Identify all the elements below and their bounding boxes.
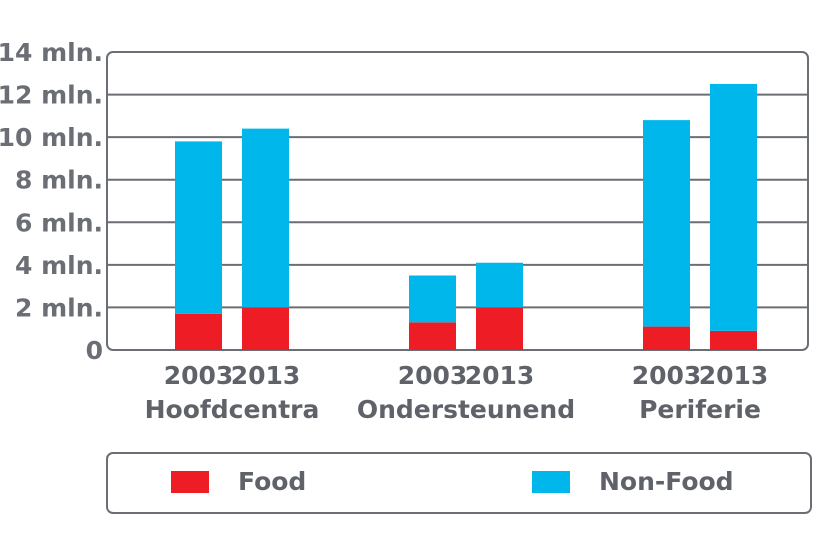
gridlines [107,93,808,309]
y-tick-label: 6 mln. [15,208,103,237]
bar-non-food-hoofdcentra-2013 [242,128,289,308]
plot-area [106,51,809,351]
legend-label-non-food: Non-Food [599,467,734,496]
bar-non-food-periferie-2013 [710,83,757,331]
bar-non-food-periferie-2003 [643,120,690,327]
legend-frame [106,452,812,514]
x-group-label: Periferie [639,395,761,424]
x-tick-year: 2013 [699,361,769,390]
x-tick-year: 2003 [398,361,468,390]
y-tick-label: 4 mln. [15,251,103,280]
y-tick-label: 8 mln. [15,166,103,195]
y-tick-label: 10 mln. [0,123,103,152]
legend-swatch-food [171,471,209,493]
bar-non-food-ondersteunend-2013 [476,262,523,308]
bar-food-periferie-2003 [643,326,690,350]
x-axis: 20032013Hoofdcentra20032013Ondersteunend… [145,361,769,424]
bar-food-periferie-2013 [710,330,757,350]
x-tick-year: 2013 [465,361,535,390]
y-tick-label: 2 mln. [15,293,103,322]
bars [175,83,757,350]
legend-label-food: Food [238,467,306,496]
bar-non-food-hoofdcentra-2003 [175,141,222,314]
legend-swatch-non-food [532,471,570,493]
x-tick-year: 2003 [632,361,702,390]
x-tick-year: 2013 [231,361,301,390]
y-tick-label: 12 mln. [0,81,103,110]
x-tick-year: 2003 [164,361,234,390]
x-group-label: Hoofdcentra [145,395,320,424]
x-group-label: Ondersteunend [357,395,575,424]
legend: Food Non-Food [106,452,812,514]
y-axis: 0 2 mln. 4 mln. 6 mln. 8 mln. 10 mln. 12 mln. 1… [0,38,103,365]
bar-food-ondersteunend-2003 [409,322,456,350]
bar-food-ondersteunend-2013 [476,307,523,350]
bar-food-hoofdcentra-2013 [242,307,289,350]
y-tick-label: 14 mln. [0,38,103,67]
bar-food-hoofdcentra-2003 [175,313,222,350]
y-tick-label: 0 [86,336,103,365]
bar-non-food-ondersteunend-2003 [409,275,456,323]
